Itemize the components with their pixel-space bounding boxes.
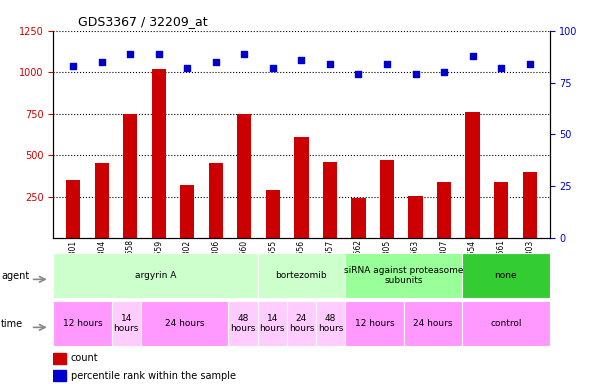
Point [325, 61, 335, 67]
Bar [522, 172, 537, 238]
Text: 24 hours: 24 hours [413, 319, 453, 328]
Text: siRNA against proteasome
subunits: siRNA against proteasome subunits [344, 266, 463, 285]
Bar [462, 301, 550, 346]
Point [411, 71, 420, 77]
Point [354, 71, 363, 77]
Bar [66, 180, 80, 238]
Bar [294, 137, 309, 238]
Point [468, 53, 478, 59]
Text: control: control [490, 319, 522, 328]
Text: 12 hours: 12 hours [355, 319, 394, 328]
Bar [316, 301, 345, 346]
Point [382, 61, 392, 67]
Text: time: time [1, 319, 23, 329]
Bar [53, 301, 112, 346]
Bar [228, 301, 258, 346]
Bar [351, 198, 366, 238]
Text: 24
hours: 24 hours [289, 314, 314, 333]
Point [239, 50, 249, 56]
Bar [494, 182, 508, 238]
Text: none: none [495, 271, 517, 280]
Bar [209, 164, 223, 238]
Point [525, 61, 534, 67]
Bar [266, 190, 280, 238]
Bar [180, 185, 194, 238]
Point [211, 59, 220, 65]
Point [183, 65, 192, 71]
Bar [408, 196, 423, 238]
Bar [404, 301, 462, 346]
Bar [437, 182, 451, 238]
Point [125, 50, 135, 56]
Text: 24 hours: 24 hours [165, 319, 204, 328]
Text: argyrin A: argyrin A [135, 271, 176, 280]
Text: agent: agent [1, 271, 30, 281]
Text: 14
hours: 14 hours [259, 314, 285, 333]
Text: 48
hours: 48 hours [230, 314, 256, 333]
Bar [123, 114, 137, 238]
Bar [53, 253, 258, 298]
Point [496, 65, 506, 71]
Text: 48
hours: 48 hours [318, 314, 343, 333]
Bar [323, 162, 337, 238]
Bar [112, 301, 141, 346]
Text: bortezomib: bortezomib [275, 271, 327, 280]
Bar [345, 301, 404, 346]
Text: percentile rank within the sample: percentile rank within the sample [70, 371, 236, 381]
Point [297, 57, 306, 63]
Bar [53, 353, 66, 364]
Bar [258, 253, 345, 298]
Bar [258, 301, 287, 346]
Point [439, 69, 449, 75]
Bar [462, 253, 550, 298]
Point [69, 63, 78, 69]
Text: GDS3367 / 32209_at: GDS3367 / 32209_at [78, 15, 207, 28]
Point [268, 65, 278, 71]
Bar [152, 69, 166, 238]
Bar [345, 253, 462, 298]
Text: 14
hours: 14 hours [113, 314, 139, 333]
Text: 12 hours: 12 hours [63, 319, 102, 328]
Bar [380, 160, 394, 238]
Bar [53, 370, 66, 381]
Bar [466, 112, 480, 238]
Bar [287, 301, 316, 346]
Bar [237, 114, 252, 238]
Bar [95, 164, 109, 238]
Bar [141, 301, 228, 346]
Point [97, 59, 106, 65]
Point [154, 50, 164, 56]
Text: count: count [70, 353, 98, 363]
